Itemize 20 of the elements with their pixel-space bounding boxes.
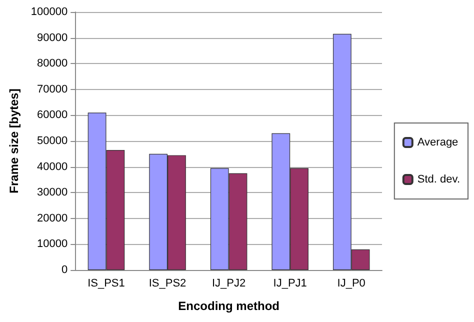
y-tick-label: 20000 xyxy=(37,212,68,224)
y-tick-label: 40000 xyxy=(37,160,68,173)
y-tick-label: 90000 xyxy=(37,32,68,44)
legend-label: Average xyxy=(417,136,458,148)
y-tick-label: 70000 xyxy=(37,83,68,96)
y-tick-label: 10000 xyxy=(37,238,68,250)
x-tick-label: IS_PS2 xyxy=(148,278,186,290)
x-axis-title: Encoding method xyxy=(178,299,280,313)
y-tick-label: 60000 xyxy=(37,109,68,122)
x-tick-label: IJ_PJ2 xyxy=(212,278,246,290)
y-tick-label: 30000 xyxy=(37,186,68,199)
y-tick-label: 50000 xyxy=(37,135,68,147)
x-tick-label: IJ_PJ1 xyxy=(273,278,307,290)
y-axis-title: Frame size [bytes] xyxy=(7,88,21,194)
y-tick-label: 80000 xyxy=(37,58,68,70)
y-tick-label: 100000 xyxy=(30,6,68,18)
x-tick-label: IJ_P0 xyxy=(337,278,366,290)
legend-label: Std. dev. xyxy=(417,174,460,186)
y-tick-label: 0 xyxy=(61,264,68,276)
x-tick-label: IS_PS1 xyxy=(88,278,125,290)
